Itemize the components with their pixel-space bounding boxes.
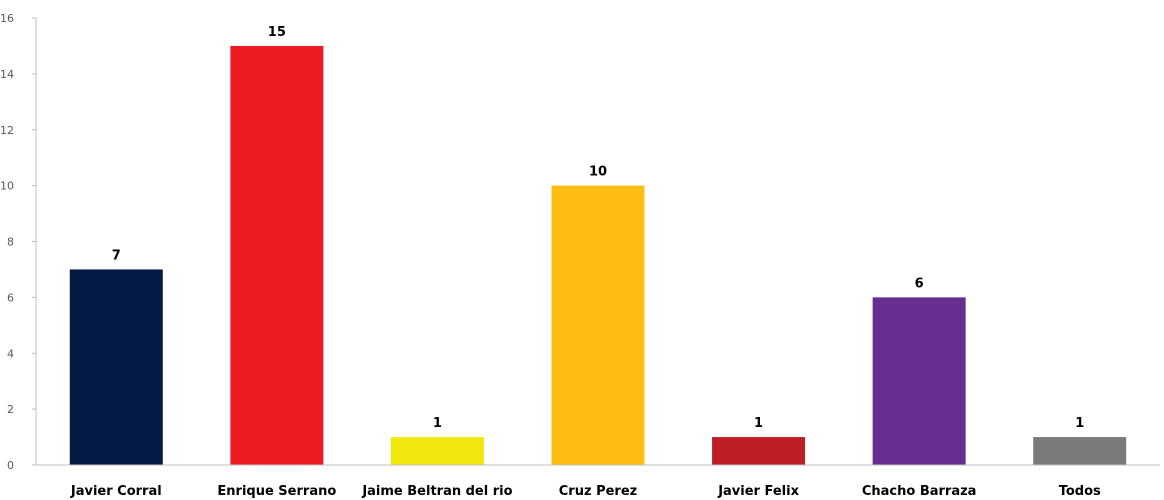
data-label: 6 [915, 276, 924, 291]
bar [69, 269, 163, 465]
y-axis: 0 2 4 6 8 10 12 14 16 [0, 12, 37, 472]
bar [712, 437, 806, 465]
bars [69, 45, 1127, 465]
x-tick-label: Cruz Perez [559, 484, 637, 499]
x-tick-label: Chacho Barraza [862, 484, 977, 499]
y-tick-label: 2 [7, 403, 14, 416]
y-tick-label: 0 [7, 459, 14, 472]
x-tick-label: Todos [1059, 484, 1101, 499]
y-tick-label: 14 [0, 68, 14, 81]
data-label: 1 [1075, 416, 1084, 431]
y-tick-label: 8 [7, 236, 14, 249]
data-label: 10 [589, 165, 607, 180]
bar [230, 45, 324, 465]
data-label: 15 [268, 25, 286, 40]
x-tick-label: Enrique Serrano [217, 484, 336, 499]
x-axis: Javier Corral Enrique Serrano Jaime Beltra… [36, 464, 1160, 499]
bar [390, 437, 484, 465]
bar [872, 297, 966, 465]
y-tick-label: 6 [7, 291, 14, 304]
data-label: 1 [433, 416, 442, 431]
y-tick-label: 16 [0, 12, 14, 25]
bar [551, 185, 645, 465]
data-label: 7 [112, 248, 121, 263]
x-tick-label: Javier Felix [717, 484, 799, 499]
bar [1033, 437, 1127, 465]
y-tick-label: 10 [0, 180, 14, 193]
y-tick-label: 12 [0, 124, 14, 137]
x-tick-label: Javier Corral [70, 484, 162, 499]
x-tick-label: Jaime Beltran del rio [361, 484, 512, 499]
y-tick-label: 4 [7, 347, 14, 360]
data-label: 1 [754, 416, 763, 431]
data-labels: 7 15 1 10 1 6 1 [112, 25, 1084, 431]
